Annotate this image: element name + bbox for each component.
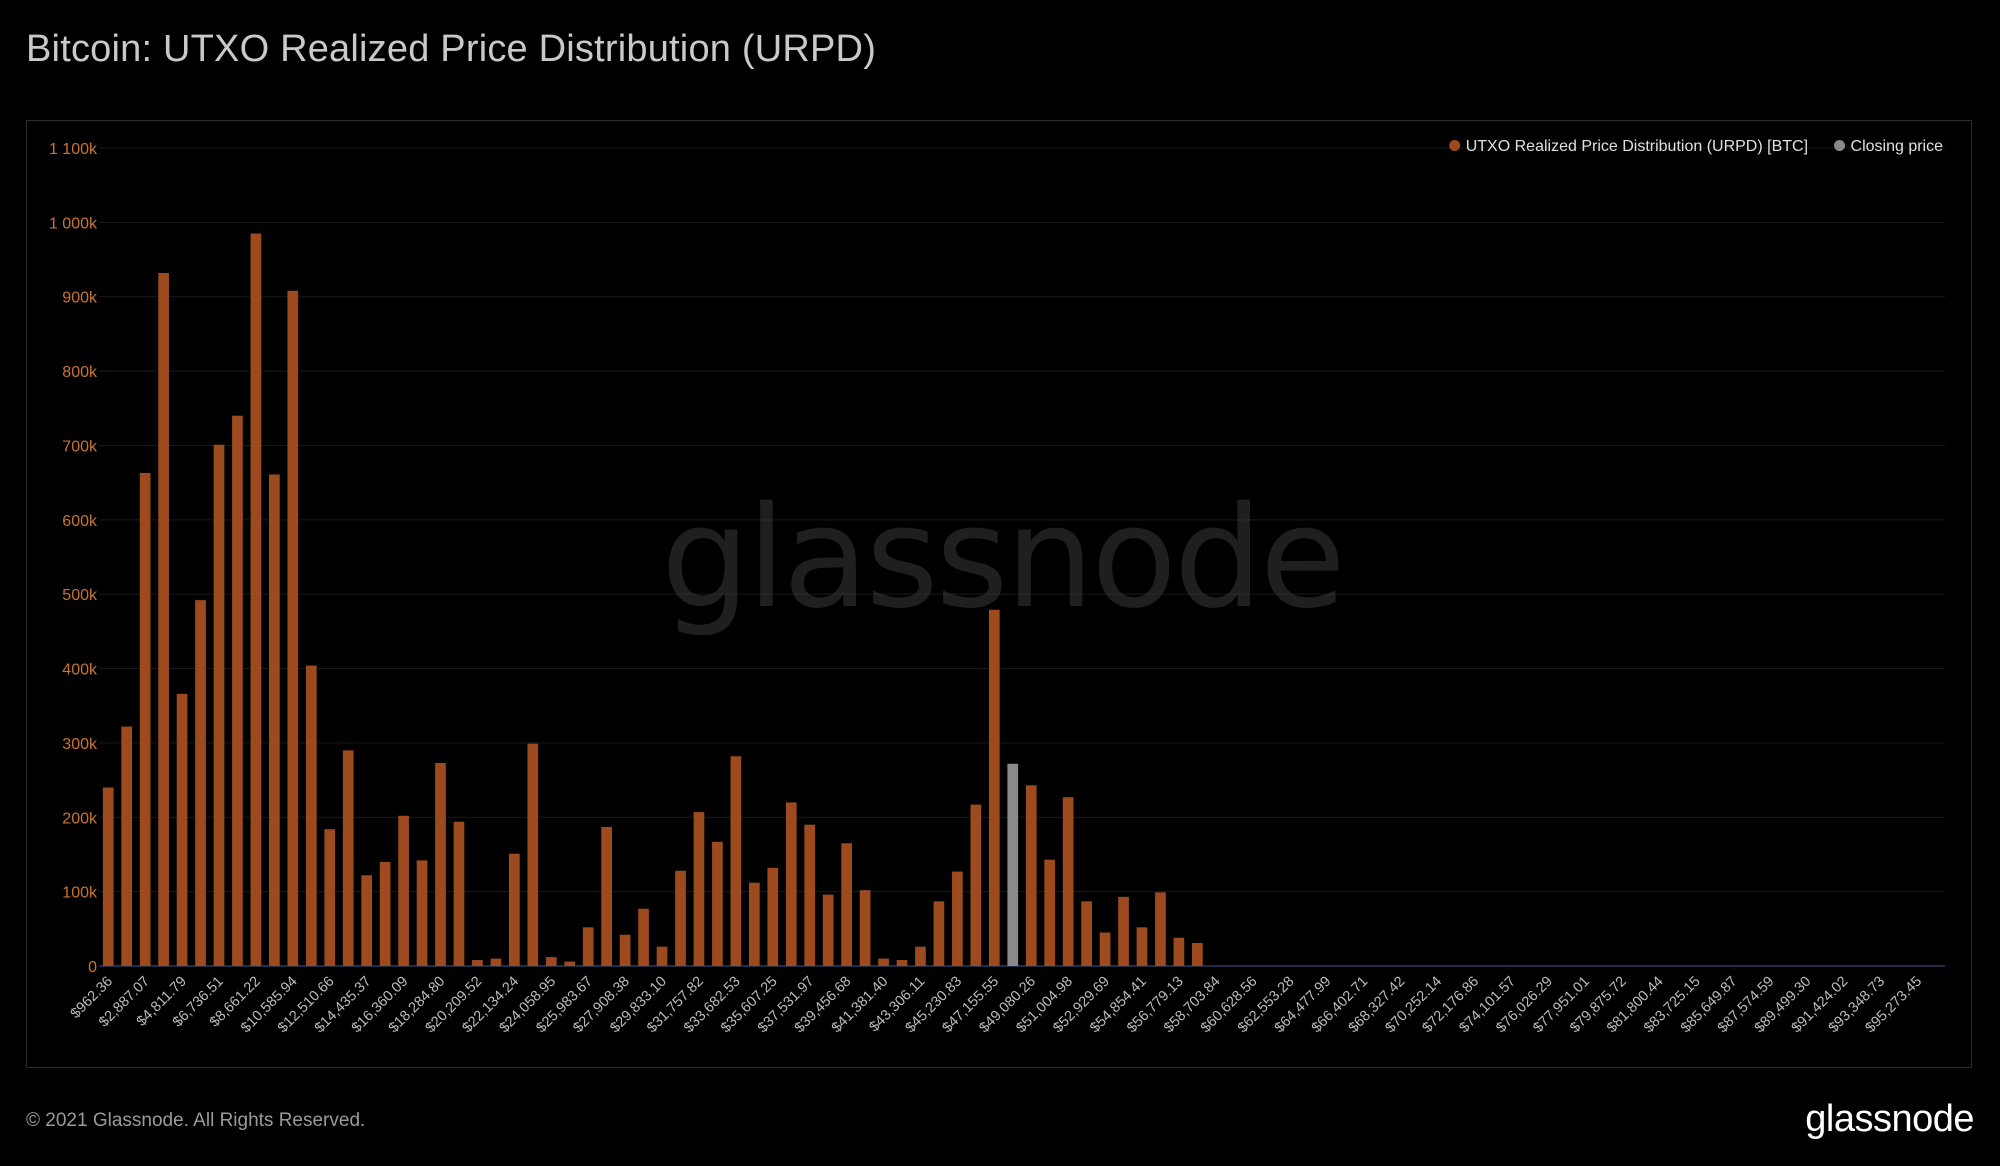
urpd-bar[interactable] [730, 756, 742, 966]
y-tick-label: 800k [62, 364, 98, 381]
urpd-bar[interactable] [822, 894, 834, 966]
urpd-bar[interactable] [195, 600, 206, 966]
urpd-bar[interactable] [564, 961, 576, 966]
x-axis-labels: $962.36$2,887.07$4,811.79$6,736.51$8,661… [68, 974, 1925, 1037]
urpd-bar[interactable] [601, 826, 613, 966]
urpd-bar[interactable] [472, 960, 483, 966]
urpd-bar[interactable] [139, 472, 151, 966]
urpd-bar[interactable] [398, 815, 409, 966]
urpd-bar[interactable] [527, 743, 539, 966]
urpd-bar[interactable] [102, 787, 114, 966]
urpd-bar[interactable] [324, 829, 336, 966]
y-tick-label: 900k [62, 290, 98, 307]
urpd-bar[interactable] [675, 870, 686, 966]
urpd-bar[interactable] [693, 812, 705, 966]
urpd-bar[interactable] [1155, 892, 1166, 966]
urpd-bar[interactable] [1136, 927, 1148, 966]
urpd-bar[interactable] [896, 960, 908, 966]
urpd-bar[interactable] [1081, 901, 1092, 966]
urpd-bar[interactable] [379, 861, 391, 966]
urpd-bar[interactable] [269, 474, 280, 966]
y-tick-label: 100k [62, 885, 98, 902]
urpd-bar[interactable] [435, 762, 446, 966]
urpd-bar[interactable] [287, 290, 299, 966]
urpd-bar[interactable] [305, 665, 317, 966]
urpd-bar[interactable] [841, 843, 852, 966]
urpd-bar[interactable] [656, 946, 668, 966]
y-tick-label: 600k [62, 513, 98, 530]
urpd-bar[interactable] [878, 958, 889, 966]
urpd-bar[interactable] [970, 804, 982, 966]
urpd-bar[interactable] [859, 890, 871, 966]
y-tick-label: 500k [62, 587, 98, 604]
urpd-bar[interactable] [748, 882, 760, 966]
closing-price-bar[interactable] [1007, 763, 1019, 966]
urpd-bar[interactable] [1118, 896, 1129, 966]
urpd-bar[interactable] [638, 908, 649, 966]
urpd-bar[interactable] [490, 958, 502, 966]
legend-label: UTXO Realized Price Distribution (URPD) … [1466, 138, 1808, 155]
urpd-bar[interactable] [176, 693, 188, 966]
copyright-text: © 2021 Glassnode. All Rights Reserved. [26, 1110, 366, 1131]
legend-label: Closing price [1851, 138, 1944, 155]
legend-swatch[interactable] [1834, 140, 1846, 151]
urpd-bar[interactable] [213, 444, 225, 966]
urpd-bar[interactable] [121, 726, 133, 966]
urpd-bar[interactable] [453, 821, 465, 966]
legend-swatch[interactable] [1449, 140, 1461, 151]
y-tick-label: 1 000k [49, 215, 98, 232]
urpd-bar[interactable] [250, 233, 262, 966]
y-tick-label: 0 [88, 959, 97, 976]
y-tick-label: 700k [62, 438, 98, 455]
y-tick-label: 1 100k [49, 141, 98, 158]
urpd-bar[interactable] [1044, 859, 1056, 966]
urpd-bar[interactable] [1099, 932, 1111, 966]
urpd-bar[interactable] [545, 957, 557, 966]
urpd-bar[interactable] [933, 901, 945, 966]
urpd-bar[interactable] [915, 946, 926, 966]
urpd-bar[interactable] [416, 860, 428, 966]
y-axis-labels: 0 100k 200k 300k 400k 500k 600k 700k 800k 900k 1 0… [49, 141, 98, 976]
urpd-bar[interactable] [1062, 797, 1074, 966]
y-tick-label: 200k [62, 810, 98, 827]
chart-panel: glassnode 0 100k 200k 300k 400k 500k 600k 700k 8… [26, 120, 1972, 1068]
y-tick-label: 400k [62, 662, 98, 679]
urpd-bar[interactable] [232, 415, 243, 966]
page-title: Bitcoin: UTXO Realized Price Distributio… [26, 28, 877, 70]
urpd-bar[interactable] [767, 867, 779, 966]
urpd-bar[interactable] [952, 871, 963, 966]
glassnode-logo[interactable]: glassnode [1805, 1098, 1974, 1140]
urpd-bar[interactable] [988, 609, 1000, 966]
urpd-bar[interactable] [1173, 937, 1185, 966]
urpd-bar[interactable] [582, 927, 594, 966]
urpd-bar[interactable] [508, 853, 520, 966]
urpd-bar[interactable] [158, 272, 169, 966]
urpd-bar[interactable] [1192, 942, 1203, 966]
legend[interactable]: Closing price UTXO Realized Price Distrib… [1449, 138, 1943, 155]
urpd-bar[interactable] [712, 841, 723, 966]
y-tick-label: 300k [62, 736, 98, 753]
urpd-bar[interactable] [342, 750, 354, 966]
urpd-bar[interactable] [1025, 785, 1037, 966]
urpd-bar[interactable] [619, 934, 631, 966]
bars [102, 233, 1203, 966]
urpd-bar[interactable] [361, 875, 373, 966]
urpd-bar[interactable] [804, 824, 816, 966]
watermark-logo: glassnode [661, 477, 1343, 640]
urpd-bar[interactable] [785, 802, 797, 966]
chart-svg: glassnode 0 100k 200k 300k 400k 500k 600k 700k 8… [49, 138, 1945, 1037]
